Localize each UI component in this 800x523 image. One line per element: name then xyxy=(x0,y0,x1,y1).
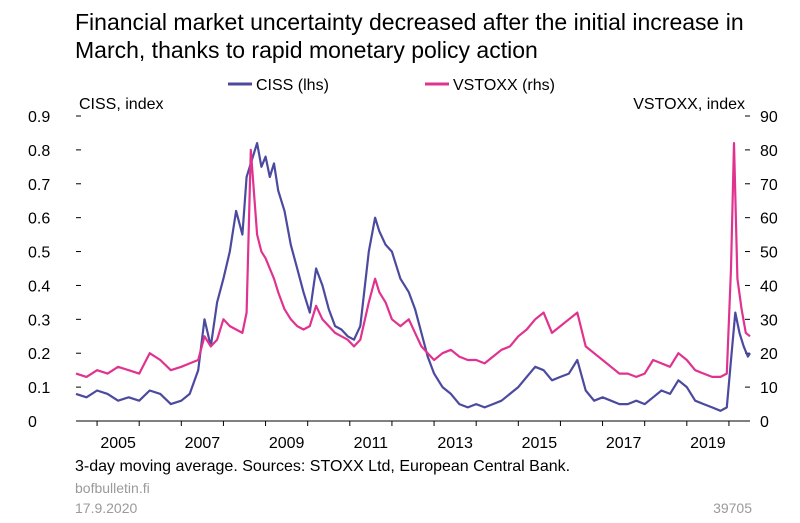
right-tick-label: 10 xyxy=(760,380,778,397)
ciss-series-line xyxy=(75,142,751,412)
legend-label: CISS (lhs) xyxy=(256,77,329,94)
x-axis: 2005 2007 2009 2011 2013 2015 2017 2019 xyxy=(76,420,750,452)
x-tick-label: 2017 xyxy=(606,435,642,452)
legend-label: VSTOXX (rhs) xyxy=(453,77,555,94)
vstoxx-series-line xyxy=(75,142,751,378)
x-tick-label: 2013 xyxy=(437,435,473,452)
right-tick-label: 0 xyxy=(760,414,769,431)
x-tick-label: 2019 xyxy=(690,435,726,452)
right-axis: 0 10 20 30 40 50 60 70 80 90 xyxy=(745,109,778,431)
footer-chart-id: 39705 xyxy=(713,500,752,516)
left-axis-label: CISS, index xyxy=(79,96,164,113)
right-axis-label: VSTOXX, index xyxy=(633,96,745,113)
footer-source: bofbulletin.fi xyxy=(75,480,150,496)
right-tick-label: 80 xyxy=(760,143,778,160)
left-tick-label: 0.9 xyxy=(28,109,50,126)
right-tick-label: 40 xyxy=(760,278,778,295)
right-tick-label: 60 xyxy=(760,211,778,228)
left-tick-label: 0.3 xyxy=(28,312,50,329)
right-tick-label: 70 xyxy=(760,177,778,194)
x-tick-label: 2011 xyxy=(354,435,389,452)
left-tick-label: 0.7 xyxy=(28,177,50,194)
plot-area xyxy=(75,142,751,412)
right-tick-label: 20 xyxy=(760,346,778,363)
left-axis: 0 0.1 0.2 0.3 0.4 0.5 0.6 0.7 0.8 0.9 xyxy=(28,109,81,431)
left-tick-label: 0.5 xyxy=(28,245,50,262)
footer-note: 3-day moving average. Sources: STOXX Ltd… xyxy=(75,458,571,475)
chart-title: Financial market uncertainty decreased a… xyxy=(75,9,744,63)
left-tick-label: 0 xyxy=(28,414,37,431)
left-tick-label: 0.1 xyxy=(28,380,50,397)
right-tick-label: 90 xyxy=(760,109,778,126)
left-tick-label: 0.2 xyxy=(28,346,50,363)
x-tick-label: 2009 xyxy=(269,435,305,452)
x-tick-label: 2015 xyxy=(522,435,558,452)
right-tick-label: 30 xyxy=(760,312,778,329)
legend: CISS (lhs) VSTOXX (rhs) xyxy=(228,77,555,94)
left-tick-label: 0.4 xyxy=(28,278,50,295)
x-tick-label: 2007 xyxy=(185,435,221,452)
right-tick-label: 50 xyxy=(760,245,778,262)
x-tick-label: 2005 xyxy=(100,435,136,452)
footer-date: 17.9.2020 xyxy=(75,500,138,516)
left-tick-label: 0.6 xyxy=(28,211,50,228)
left-tick-label: 0.8 xyxy=(28,143,50,160)
